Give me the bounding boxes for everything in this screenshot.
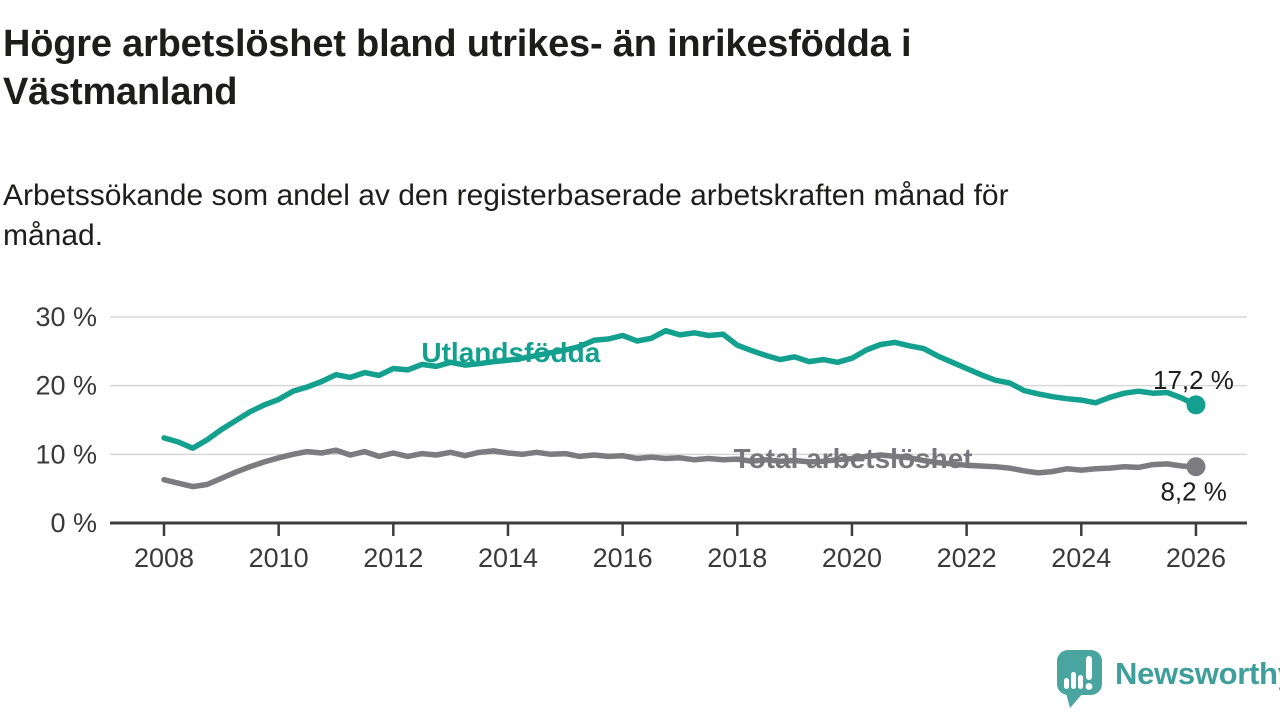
logo-bar-1 bbox=[1064, 678, 1069, 689]
x-tick-label: 2018 bbox=[707, 543, 767, 573]
x-tick-label: 2008 bbox=[134, 543, 194, 573]
logo-exclamation-dot bbox=[1085, 683, 1093, 690]
y-tick-label: 0 % bbox=[50, 508, 97, 538]
y-tick-label: 30 % bbox=[35, 302, 97, 332]
newsworthy-speech-bubble-icon bbox=[1057, 650, 1102, 708]
x-tick-label: 2016 bbox=[593, 543, 653, 573]
newsworthy-logo: Newsworthy bbox=[1056, 648, 1280, 708]
series-end-dot bbox=[1186, 395, 1206, 415]
logo-bar-2 bbox=[1071, 672, 1076, 689]
newsworthy-logo-text: Newsworthy bbox=[1115, 656, 1280, 691]
series-inline-label: Utlandsfödda bbox=[421, 337, 600, 368]
y-tick-label: 20 % bbox=[35, 371, 97, 401]
x-tick-label: 2012 bbox=[363, 543, 423, 573]
logo-bar-3 bbox=[1078, 675, 1083, 689]
page-title: Högre arbetslöshet bland utrikes- än inr… bbox=[3, 23, 912, 113]
series-inline-label: Total arbetslöshet bbox=[734, 443, 973, 474]
x-tick-label: 2020 bbox=[822, 543, 882, 573]
series-line-total-arbetsloshet bbox=[161, 447, 1199, 490]
x-tick-label: 2010 bbox=[249, 543, 309, 573]
series-end-value-label: 17,2 % bbox=[1153, 365, 1234, 395]
x-tick-label: 2026 bbox=[1166, 543, 1226, 573]
x-tick-label: 2014 bbox=[478, 543, 538, 573]
x-tick-label: 2022 bbox=[937, 543, 997, 573]
logo-exclamation-stem bbox=[1086, 656, 1092, 680]
series-end-value-label: 8,2 % bbox=[1160, 477, 1227, 507]
series-line-utlandsfodda bbox=[161, 327, 1199, 451]
series-end-dot bbox=[1186, 457, 1206, 477]
y-tick-label: 10 % bbox=[35, 439, 97, 469]
x-tick-label: 2024 bbox=[1051, 543, 1111, 573]
page-subtitle: Arbetssökande som andel av den registerb… bbox=[3, 179, 1009, 252]
